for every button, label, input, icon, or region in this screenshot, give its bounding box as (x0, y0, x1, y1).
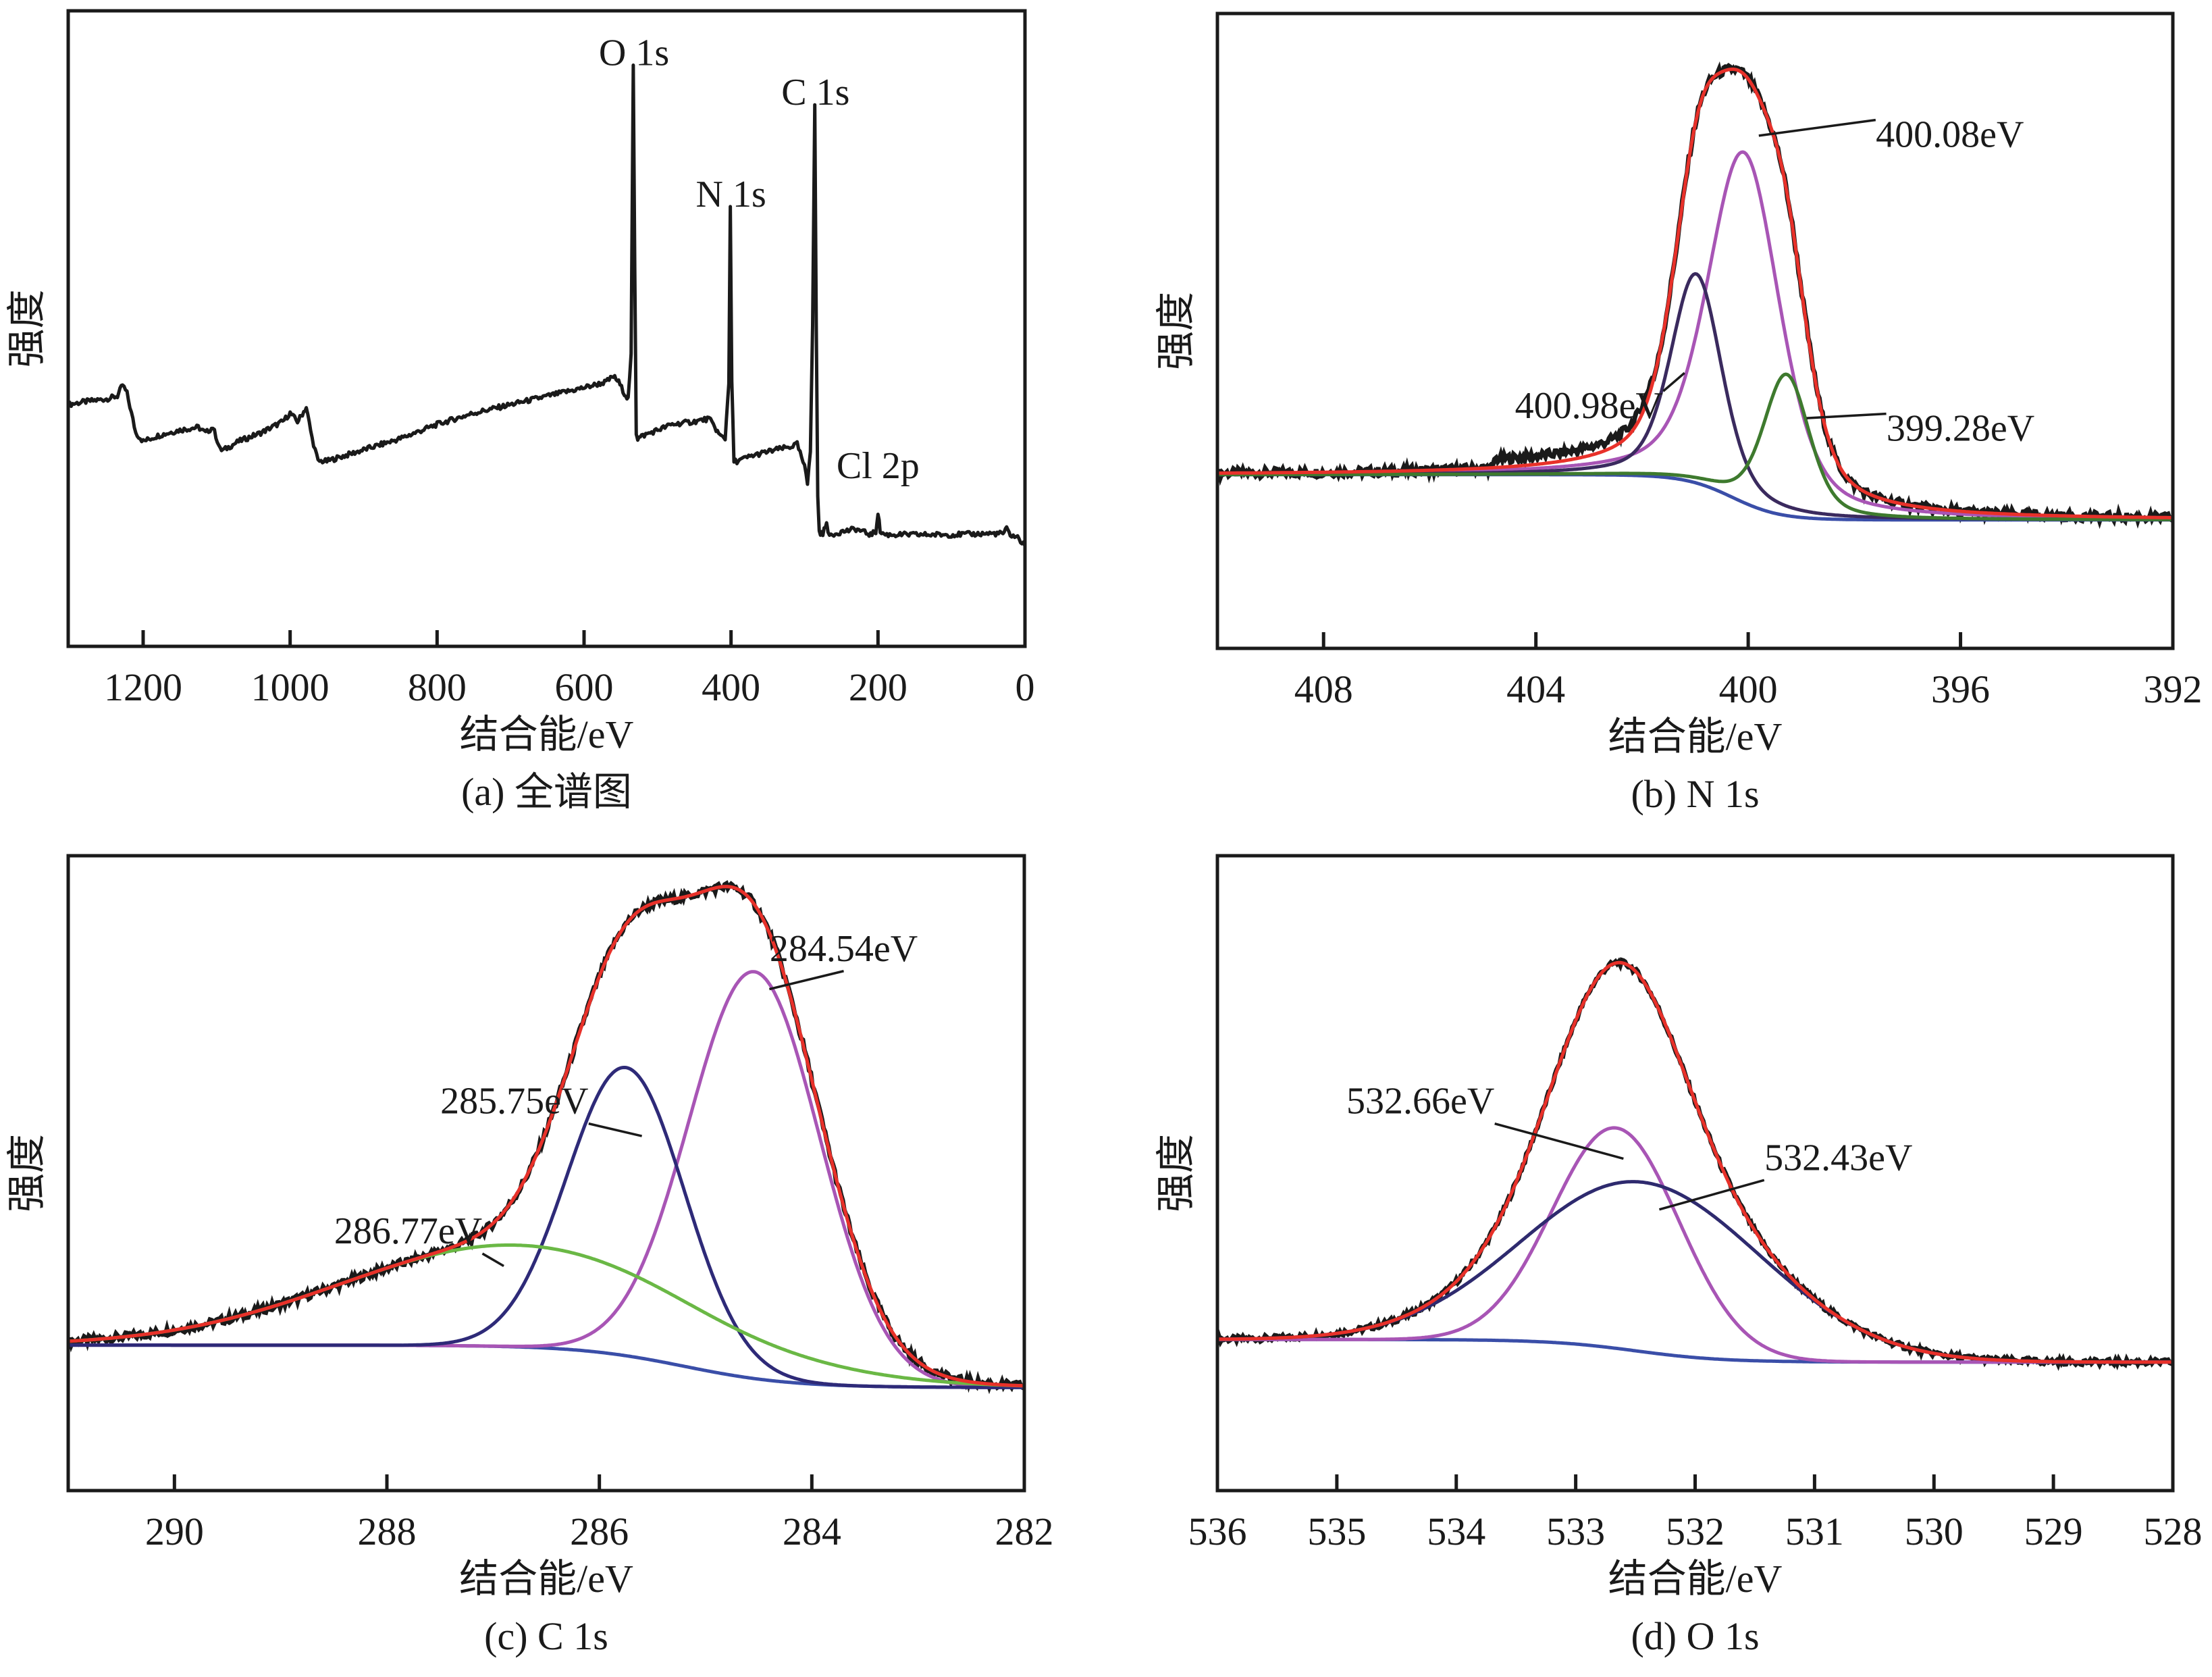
x-tick-label: 531 (1785, 1510, 1844, 1553)
annotation-leader-line (588, 1122, 642, 1137)
plot-frame (66, 854, 1026, 1493)
x-tick-label: 529 (2024, 1510, 2083, 1553)
y-axis-title: 强度 (5, 289, 49, 367)
peak-annotation: Cl 2p (837, 445, 920, 487)
component-line-532.43 (1217, 1180, 2173, 1364)
x-tick-label: 290 (145, 1510, 204, 1553)
peak-annotation: 400.08eV (1876, 114, 2024, 156)
peak-annotation: 400.98eV (1515, 385, 1663, 427)
envelope-fit-line (1217, 68, 2173, 519)
plot-area (1217, 61, 2173, 530)
x-tick-label: 282 (995, 1510, 1054, 1553)
panel-o1s: 536 535 534 533 532 531 530 529 528 结合能/eV 强度 (d) O… (1154, 854, 2203, 1658)
x-tick-label: 404 (1506, 667, 1565, 711)
x-tick-label: 400 (1719, 667, 1778, 711)
annotation-leader-line (768, 970, 844, 991)
x-axis-title: 结合能/eV (459, 1557, 633, 1601)
x-axis-title: 结合能/eV (460, 713, 634, 756)
peak-annotation: O 1s (599, 32, 669, 74)
x-tick-label: 533 (1546, 1510, 1605, 1553)
survey-spectrum-line (68, 63, 1025, 547)
x-tick-label: 1000 (251, 665, 330, 709)
x-tick-label: 408 (1294, 667, 1353, 711)
component-line-285.75 (68, 1065, 1024, 1389)
plot-frame (1215, 11, 2175, 650)
peak-annotation: 532.66eV (1346, 1081, 1494, 1123)
annotation-leader-line (1806, 412, 1887, 419)
x-tick-label: 286 (570, 1510, 629, 1553)
x-tick-label: 392 (2144, 667, 2203, 711)
raw-data-line (1217, 957, 2173, 1371)
plot-area (68, 880, 1024, 1395)
annotation-leader-line (1494, 1122, 1624, 1160)
component-line-399.28 (1217, 372, 2173, 521)
x-tick-label: 600 (555, 665, 614, 709)
x-axis-title: 结合能/eV (1608, 715, 1783, 758)
x-tick-label: 1200 (104, 665, 182, 709)
peak-annotation: 284.54eV (770, 928, 918, 970)
panel-caption: (b) N 1s (1631, 772, 1759, 816)
x-tick-label: 0 (1016, 665, 1035, 709)
panel-c1s: 290 288 286 284 282 结合能/eV 强度 (c) C 1s 284.54eV 2… (5, 854, 1054, 1658)
x-tick-label: 396 (1931, 667, 1990, 711)
x-tick-label: 535 (1307, 1510, 1366, 1553)
annotation-leader-line (1658, 1179, 1765, 1211)
raw-data-line (1217, 61, 2173, 530)
component-line-400.08 (1217, 150, 2173, 520)
panel-caption: (c) C 1s (484, 1614, 608, 1658)
x-tick-label: 200 (849, 665, 907, 709)
plot-frame (1215, 854, 2175, 1493)
x-tick-label: 536 (1188, 1510, 1247, 1553)
background-line (68, 1343, 1024, 1389)
peak-annotation: C 1s (781, 72, 849, 113)
panel-caption: (a) 全谱图 (461, 770, 632, 814)
x-tick-label: 284 (783, 1510, 841, 1553)
annotation-leader-line (1758, 118, 1876, 137)
peak-annotation: N 1s (696, 174, 766, 215)
annotation-leader-line (1662, 371, 1685, 392)
peak-annotation: 286.77eV (334, 1210, 482, 1252)
x-tick-label: 534 (1427, 1510, 1485, 1553)
y-axis-title: 强度 (5, 1134, 49, 1212)
y-axis-title: 强度 (1154, 292, 1198, 370)
x-tick-label: 532 (1666, 1510, 1724, 1553)
x-axis-title: 结合能/eV (1608, 1557, 1783, 1601)
x-tick-label: 528 (2144, 1510, 2203, 1553)
envelope-fit-line (68, 885, 1024, 1388)
peak-annotation: 399.28eV (1887, 408, 2034, 450)
plot-area (1217, 957, 2173, 1371)
y-axis-title: 强度 (1154, 1134, 1198, 1212)
x-tick-label: 400 (702, 665, 760, 709)
x-tick-label: 800 (408, 665, 467, 709)
annotation-leader-line (481, 1252, 504, 1268)
plot-area (68, 63, 1025, 547)
x-tick-label: 288 (358, 1510, 417, 1553)
panel-caption: (d) O 1s (1631, 1614, 1759, 1658)
x-tick-label: 530 (1905, 1510, 1964, 1553)
plot-frame (66, 9, 1027, 648)
panel-survey: 1200 1000 800 600 400 200 0 结合能/eV 强度 (a) 全谱图 O 1s… (5, 9, 1035, 814)
peak-annotation: 285.75eV (440, 1081, 588, 1123)
envelope-fit-line (1217, 960, 2173, 1364)
peak-annotation: 532.43eV (1764, 1137, 1912, 1179)
panel-n1s: 408 404 400 396 392 结合能/eV 强度 (b) N 1s 400.08eV 4… (1154, 11, 2203, 816)
